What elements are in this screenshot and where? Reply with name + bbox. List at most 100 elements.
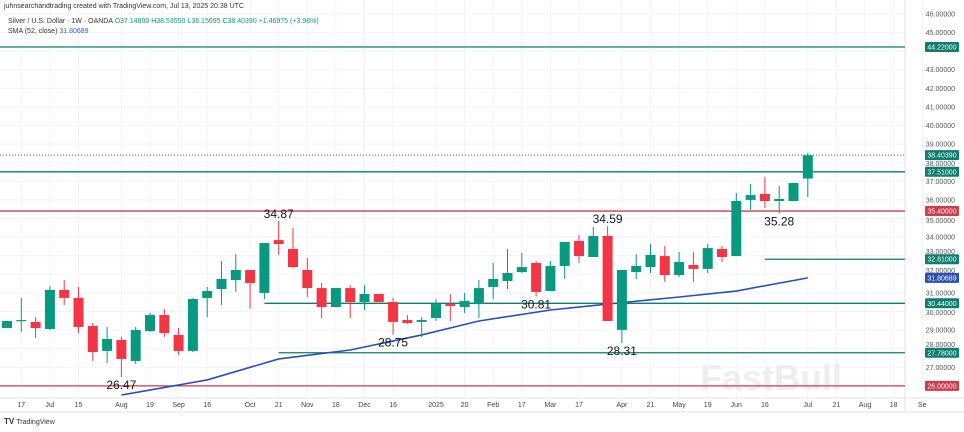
candle-body-up — [645, 254, 656, 268]
candle-body-up — [2, 320, 12, 329]
price-tick-label: 30.00000 — [926, 310, 955, 317]
time-tick-label: 16 — [389, 402, 397, 409]
time-tick-label: 17 — [575, 402, 583, 409]
time-tick-label: 16 — [761, 402, 769, 409]
candle-body-up — [330, 288, 341, 308]
time-tick-label: 16 — [203, 402, 211, 409]
time-tick-label: 18 — [332, 402, 340, 409]
candle-body-down — [87, 326, 98, 353]
time-tick-label: Apr — [616, 402, 628, 409]
price-tick-label: 32.00000 — [926, 268, 955, 275]
time-tick-label: Feb — [487, 402, 499, 409]
candle-body-down — [159, 315, 170, 334]
price-tick-label: 43.00000 — [926, 67, 955, 74]
candle-body-up — [774, 198, 785, 202]
price-tick-label: 29.00000 — [926, 328, 955, 335]
time-tick-label: 15 — [75, 402, 83, 409]
candle-body-up — [674, 262, 685, 276]
candle-body-up — [488, 278, 499, 287]
time-tick-label: Jul — [803, 402, 812, 409]
candle-body-up — [473, 288, 484, 305]
time-tick-label: 21 — [833, 402, 841, 409]
sma-legend-row: SMA (52, close) 31.80689 — [8, 27, 319, 37]
price-tick-label: 31.00000 — [926, 290, 955, 297]
price-annotation: 30.81 — [521, 297, 551, 311]
candle-body-down — [59, 289, 70, 298]
price-label-badge — [925, 42, 959, 52]
candle-body-down — [717, 248, 727, 257]
tradingview-icon: TV — [4, 417, 15, 426]
price-label-text: 44.22000 — [927, 45, 956, 52]
price-label-text: 32.81000 — [927, 257, 956, 264]
time-tick-label: Oct — [245, 402, 256, 409]
sma-value: 31.80689 — [59, 28, 89, 35]
time-tick-label: 2025 — [428, 402, 444, 409]
candle-body-down — [659, 256, 670, 276]
candle-body-down — [345, 288, 356, 303]
candle-body-up — [588, 235, 599, 257]
price-label-text: 35.40000 — [927, 209, 956, 216]
price-annotation: 35.28 — [764, 214, 794, 228]
price-tick-label: 37.00000 — [926, 179, 955, 186]
price-tick-label: 27.00000 — [926, 365, 955, 372]
time-tick-label: 21 — [275, 402, 283, 409]
price-label-badge — [925, 166, 959, 177]
candle-body-up — [187, 299, 198, 351]
candle-body-up — [216, 278, 227, 289]
time-tick-label: 20 — [461, 402, 469, 409]
candle-body-down — [759, 193, 770, 202]
candle-body-up — [545, 265, 556, 292]
time-tick-label: 17 — [518, 402, 526, 409]
candle-body-up — [459, 300, 470, 308]
candle-body-up — [802, 155, 813, 179]
sma-label[interactable]: SMA (52, close) — [8, 28, 58, 35]
candle-body-up — [431, 304, 441, 319]
candle-body-up — [788, 182, 799, 202]
price-annotation: 28.75 — [378, 336, 408, 350]
time-tick-label: Sep — [172, 402, 185, 409]
candle-body-down — [173, 334, 184, 351]
time-tick-label: 19 — [146, 402, 154, 409]
candle-body-down — [388, 302, 399, 322]
close-value: C38.40390 — [222, 18, 257, 25]
price-label-text: 26.00000 — [927, 383, 956, 390]
time-tick-label: 21 — [647, 402, 655, 409]
time-tick-label: Jul — [45, 402, 54, 409]
time-tick-label: Jun — [731, 402, 742, 409]
price-annotation: 34.87 — [264, 207, 294, 221]
price-label-text: 38.40390 — [927, 153, 956, 160]
open-value: O37.14800 — [114, 18, 150, 25]
time-tick-label: 18 — [890, 402, 898, 409]
candle-body-up — [416, 320, 427, 322]
price-annotation: 26.47 — [106, 378, 136, 392]
low-value: L36.15695 — [187, 18, 221, 25]
price-tick-label: 39.00000 — [926, 142, 955, 149]
symbol-legend-row: Silver / U.S. Dollar · 1W · OANDA O37.14… — [8, 17, 319, 27]
price-tick-label: 40.00000 — [926, 123, 955, 130]
chart-credit: juhnsearchandtrading created with Tradin… — [4, 3, 244, 10]
candle-body-up — [731, 201, 742, 257]
candle-body-up — [259, 243, 270, 293]
price-tick-label: 28.00000 — [926, 342, 955, 349]
price-label-badge — [925, 347, 959, 358]
tradingview-logo[interactable]: TV TradingView — [4, 417, 55, 426]
price-tick-label: 46.00000 — [926, 11, 955, 18]
brand-name: TradingView — [16, 419, 55, 426]
candle-body-down — [402, 320, 413, 324]
candle-body-down — [373, 294, 384, 303]
candle-body-down — [602, 235, 613, 321]
candle-body-down — [574, 240, 584, 257]
candle-body-down — [245, 270, 256, 284]
price-annotation: 28.31 — [607, 344, 637, 358]
candle-body-down — [302, 270, 313, 289]
candle-body-up — [130, 329, 141, 361]
time-tick-label: 17 — [17, 402, 25, 409]
time-tick-label: Aug — [859, 402, 872, 409]
candle-body-up — [516, 267, 527, 273]
time-tick-label: Se — [918, 402, 927, 409]
candle-body-down — [273, 240, 284, 244]
symbol-name[interactable]: Silver / U.S. Dollar · 1W · OANDA — [8, 18, 113, 25]
price-label-badge — [925, 254, 959, 265]
time-tick-label: May — [672, 402, 686, 409]
